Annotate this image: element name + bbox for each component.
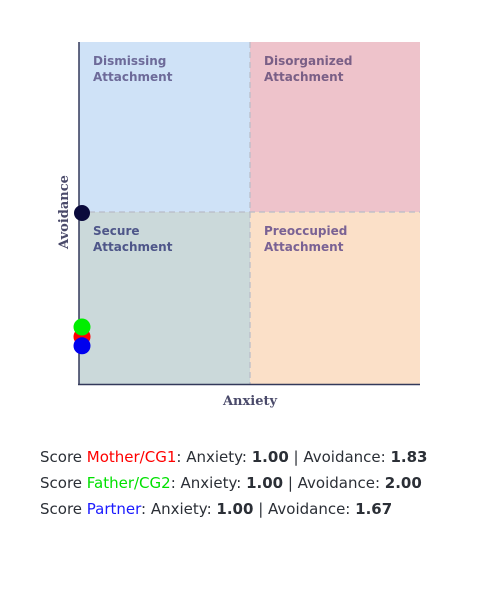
score-prefix: Score [40,474,87,492]
avoidance-label: | Avoidance: [283,474,385,492]
quadrant-label-preoccupied: Preoccupied Attachment [264,224,347,254]
score-name-partner: Partner [86,500,142,518]
quadrant-dismissing [79,42,250,212]
anxiety-label: : Anxiety: [141,500,217,518]
score-line-partner: Score Partner: Anxiety: 1.00 | Avoidance… [40,496,480,522]
y-axis-label: Avoidance [57,175,72,250]
avoidance-value: 1.67 [355,500,393,518]
point-partner [73,337,91,355]
score-name-father: Father/CG2 [86,474,171,492]
anxiety-value: 1.00 [216,500,254,518]
attachment-chart: Dismissing Attachment Disorganized Attachme… [57,42,420,409]
quadrant-disorganized [250,42,420,212]
quadrant-label-secure: Secure Attachment [93,224,173,254]
quadrants [79,42,420,384]
data-points [73,205,91,355]
quadrant-label-disorganized: Disorganized Attachment [264,54,352,84]
quadrant-labels: Dismissing Attachment Disorganized Attachme… [93,54,352,254]
avoidance-value: 1.83 [390,448,428,466]
score-list: Score Mother/CG1: Anxiety: 1.00 | Avoida… [40,444,480,522]
score-line-mother: Score Mother/CG1: Anxiety: 1.00 | Avoida… [40,444,480,470]
point-marker-0 [74,205,90,221]
score-prefix: Score [40,500,87,518]
anxiety-value: 1.00 [246,474,284,492]
quadrant-preoccupied [250,212,420,384]
quadrant-label-dismissing: Dismissing Attachment [93,54,173,84]
x-axis-label: Anxiety [222,394,278,409]
score-line-father: Score Father/CG2: Anxiety: 1.00 | Avoida… [40,470,480,496]
point-father-cg2 [73,318,91,336]
anxiety-value: 1.00 [251,448,289,466]
avoidance-label: | Avoidance: [288,448,391,466]
score-name-mother: Mother/CG1 [86,448,177,466]
avoidance-label: | Avoidance: [253,500,356,518]
quadrant-secure [79,212,250,384]
score-prefix: Score [40,448,87,466]
anxiety-label: : Anxiety: [176,448,252,466]
avoidance-value: 2.00 [384,474,422,492]
anxiety-label: : Anxiety: [170,474,247,492]
